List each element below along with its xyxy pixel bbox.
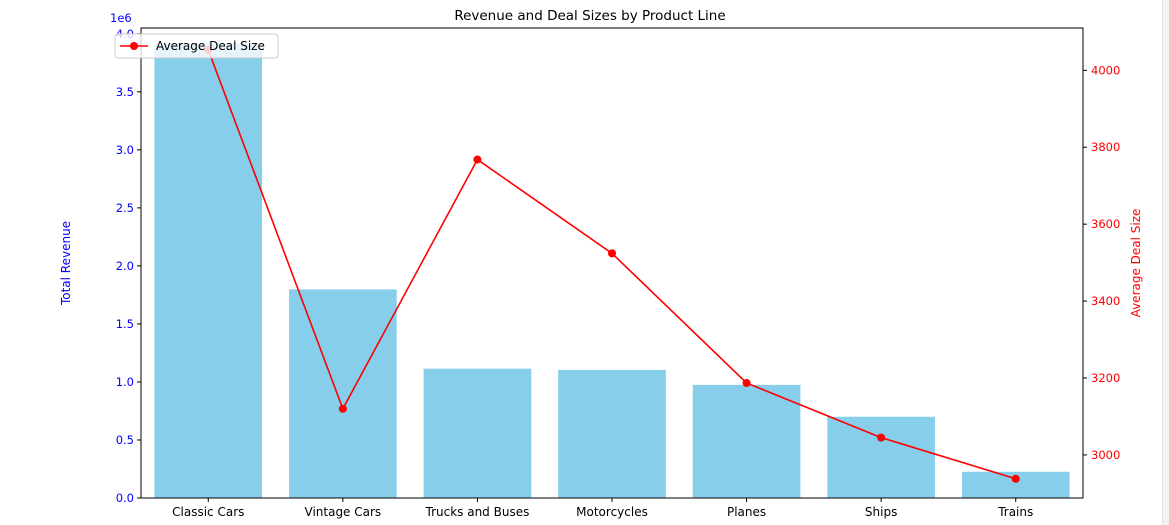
bars-layer (154, 43, 1070, 498)
x-axis-ticks: Classic Cars Vintage Cars Trucks and Buses… (172, 498, 1033, 519)
y-tick-label: 2.5 (116, 201, 134, 215)
x-tick-label: Trains (997, 505, 1033, 519)
bar-vintage-cars (289, 289, 397, 498)
bar-ships (827, 416, 935, 498)
avg-deal-size-point-ships (877, 433, 886, 442)
left-y-axis-ticks: 0.00.51.01.52.02.53.03.54.0 (116, 27, 141, 505)
legend: Average Deal Size (114, 33, 279, 59)
y-tick-label: 3.0 (116, 143, 134, 157)
x-tick-label: Ships (865, 505, 897, 519)
right-y-axis-ticks: 3000 3200 3400 3600 3800 4000 (1083, 63, 1120, 462)
y-tick-label: 3.5 (116, 85, 134, 99)
window-edge (1162, 0, 1169, 525)
bar-classic-cars (154, 43, 263, 498)
avg-deal-size-point-planes (742, 379, 751, 387)
y-tick-label: 1.0 (116, 375, 134, 389)
y2-tick-label: 3600 (1091, 217, 1120, 231)
avg-deal-size-point-motorcycles (608, 249, 616, 258)
y2-tick-label: 3400 (1091, 294, 1120, 308)
y-tick-label: 0.5 (116, 433, 134, 447)
avg-deal-size-point-trains (1011, 474, 1020, 483)
legend-label: Average Deal Size (156, 39, 265, 53)
legend-marker (130, 42, 138, 50)
x-tick-label: Vintage Cars (305, 505, 382, 519)
x-tick-label: Planes (727, 505, 766, 519)
chart-title: Revenue and Deal Sizes by Product Line (454, 8, 725, 24)
x-tick-label: Motorcycles (576, 505, 648, 519)
right-y-axis-label: Average Deal Size (1129, 209, 1143, 318)
bar-motorcycles (558, 369, 666, 498)
x-tick-label: Trucks and Buses (425, 505, 530, 519)
avg-deal-size-point-trucks-and-buses (473, 155, 482, 164)
y2-tick-label: 4000 (1091, 63, 1120, 77)
y2-tick-label: 3000 (1091, 448, 1120, 462)
y-tick-label: 0.0 (116, 491, 134, 505)
legend-box (114, 33, 279, 59)
y2-tick-label: 3800 (1091, 140, 1120, 154)
y2-tick-label: 3200 (1091, 371, 1120, 385)
bar-trucks-and-buses (423, 368, 532, 498)
y-tick-label: 2.0 (116, 259, 134, 273)
bar-planes (692, 384, 801, 498)
x-tick-label: Classic Cars (172, 505, 244, 519)
y-tick-label: 1.5 (116, 317, 134, 331)
y-axis-offset-label: 1e6 (110, 11, 132, 25)
avg-deal-size-point-vintage-cars (338, 404, 347, 413)
y-axis-label: Total Revenue (59, 221, 73, 306)
